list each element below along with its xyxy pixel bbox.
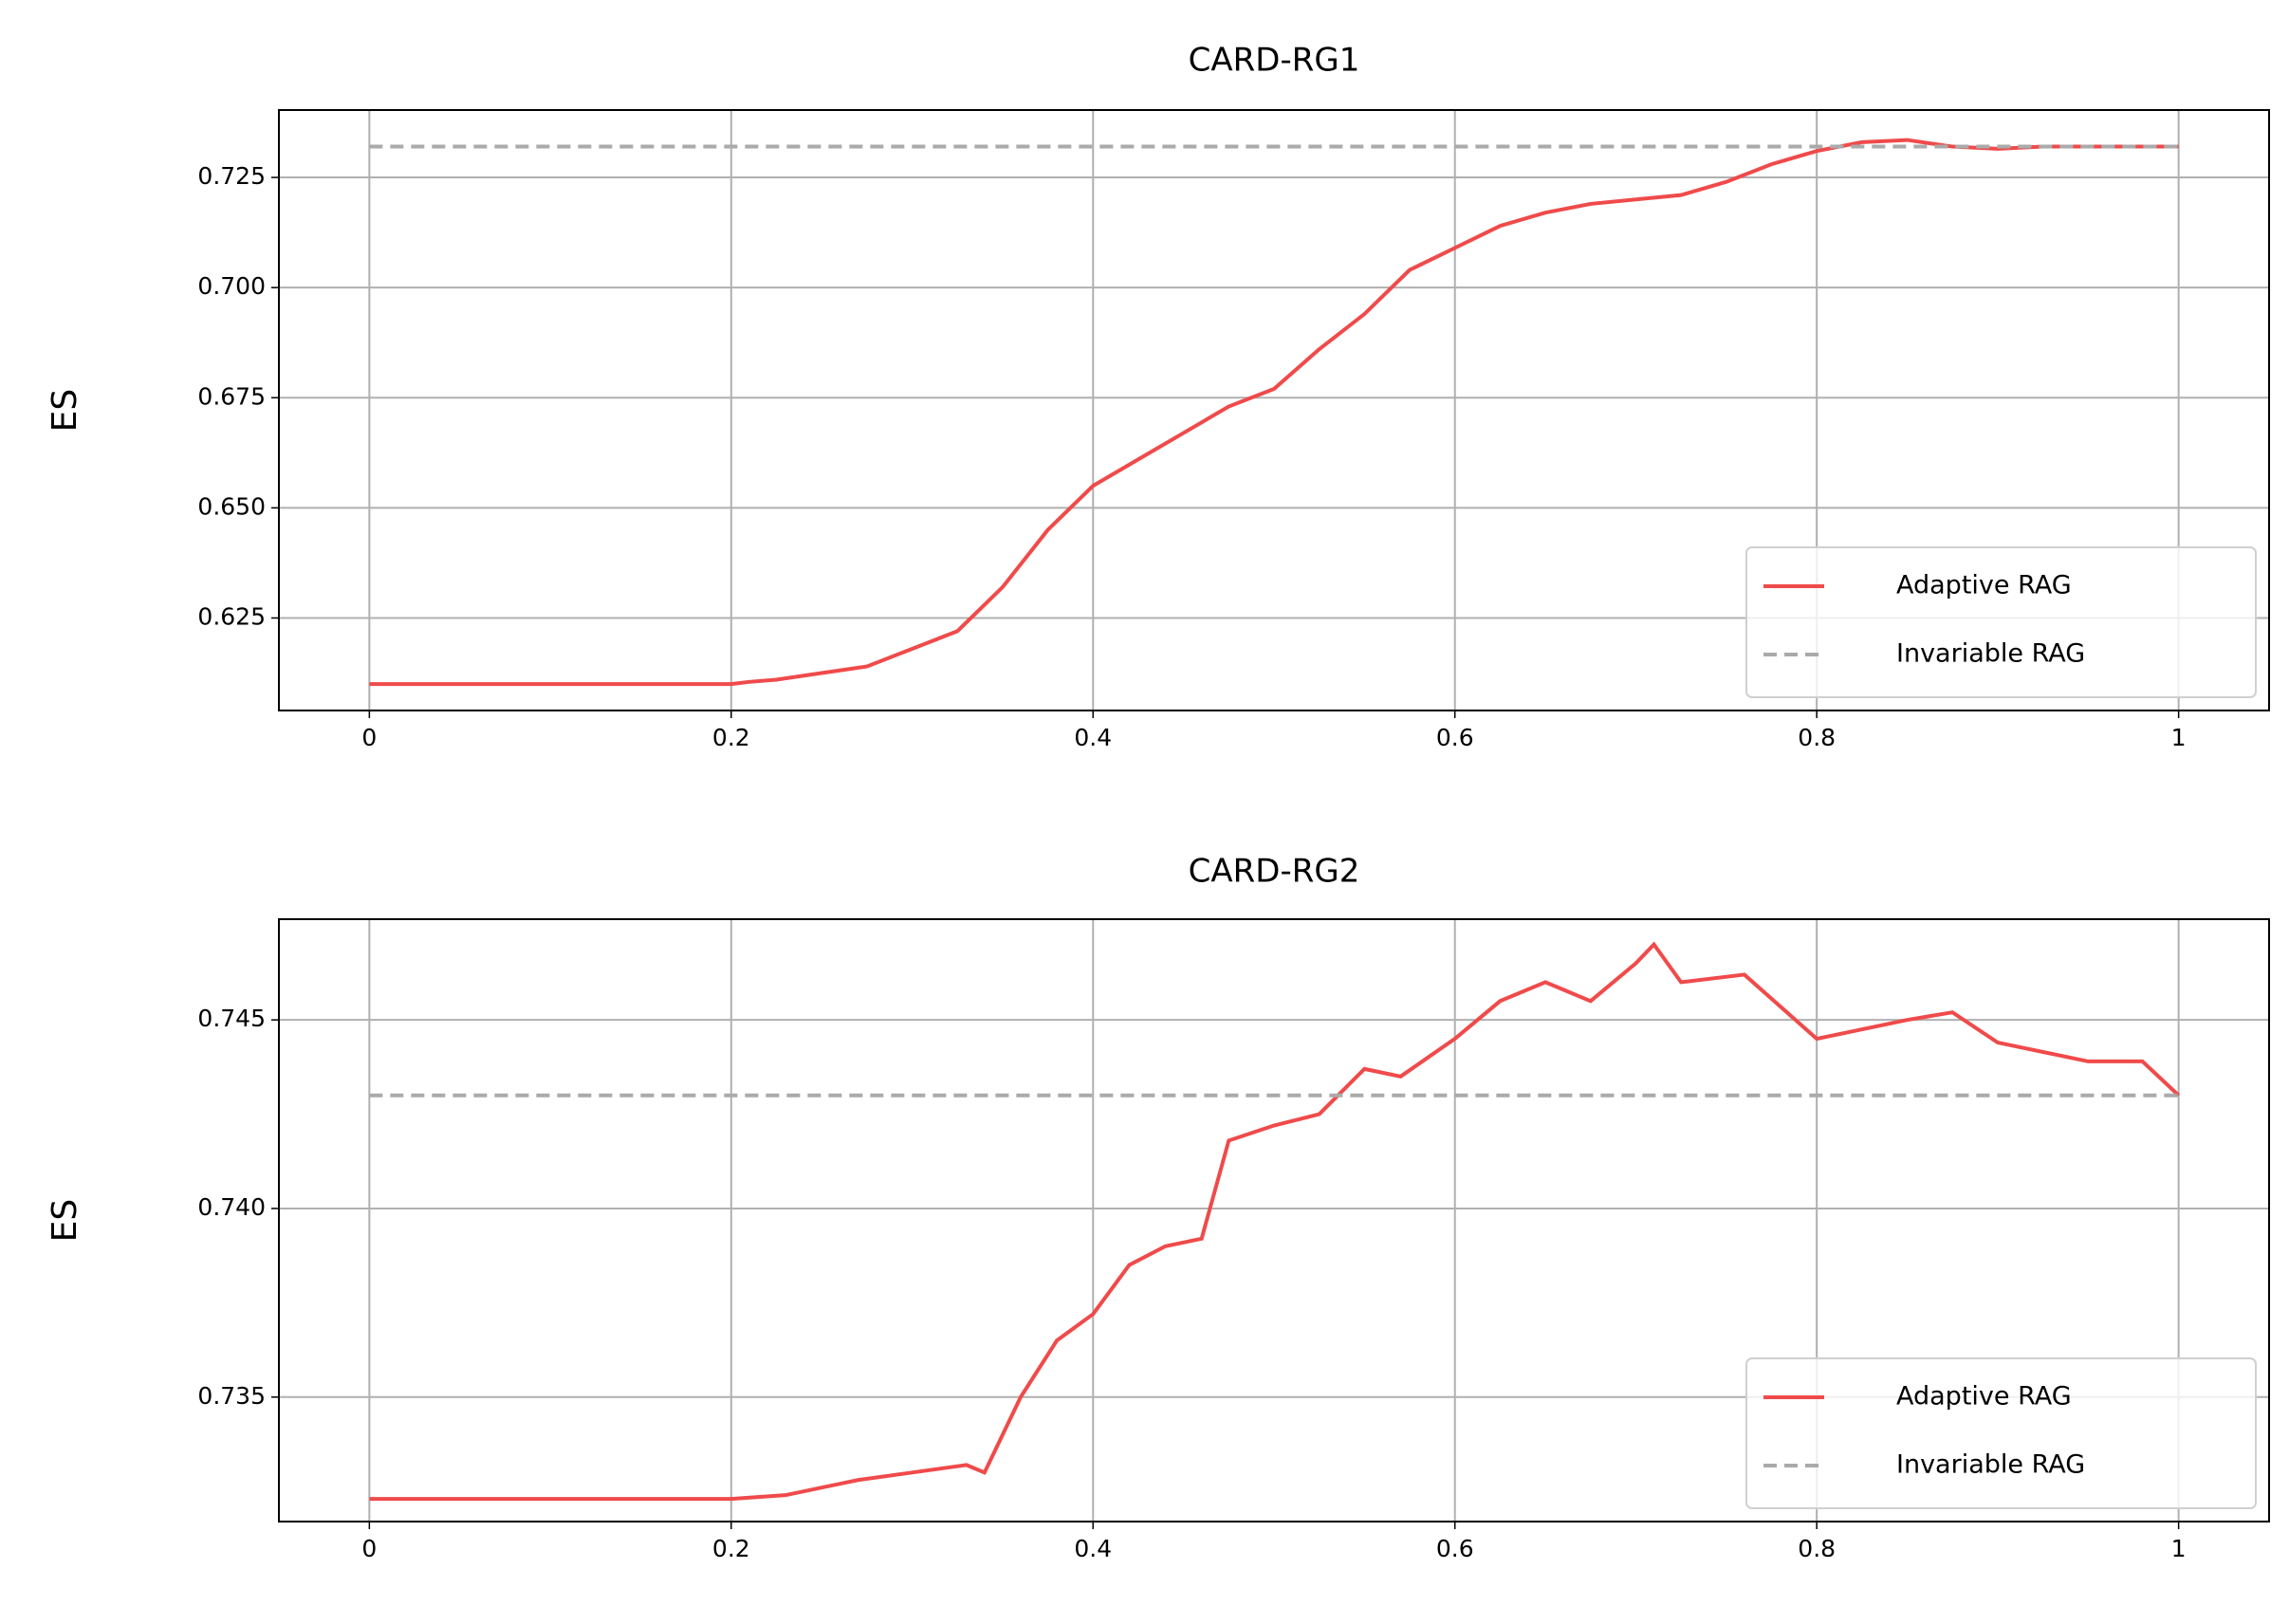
y-tick-label: 0.675 <box>197 382 266 410</box>
x-tick-label: 1 <box>2171 724 2187 751</box>
y-axis-label: ES <box>46 1199 84 1243</box>
plot-frame <box>278 918 2270 1522</box>
y-tick-label: 0.650 <box>197 492 266 520</box>
y-tick-label: 0.700 <box>197 272 266 300</box>
y-tick-label: 0.745 <box>197 1005 266 1032</box>
legend-box <box>1745 1357 2257 1509</box>
x-tick-label: 0.4 <box>1074 724 1112 751</box>
legend-label: Invariable RAG <box>1896 639 2085 669</box>
x-tick-label: 0 <box>361 1535 377 1562</box>
legend: Adaptive RAG Invariable RAG <box>1745 1357 2257 1509</box>
y-tick-label: 0.625 <box>197 602 266 630</box>
chart-title: CARD-RG1 <box>1189 42 1360 80</box>
x-tick-label: 0.2 <box>712 1535 750 1562</box>
legend-box <box>1745 546 2257 698</box>
chart-title: CARD-RG2 <box>1189 853 1360 891</box>
x-tick-label: 0.4 <box>1074 1535 1112 1562</box>
x-tick-label: 1 <box>2171 1535 2187 1562</box>
y-axis-label: ES <box>46 389 84 433</box>
x-tick-label: 0.6 <box>1436 724 1474 751</box>
x-tick-label: 0.2 <box>712 724 750 751</box>
y-tick-label: 0.735 <box>197 1382 266 1410</box>
x-tick-label: 0.8 <box>1798 724 1836 751</box>
legend-label: Adaptive RAG <box>1896 1382 2072 1412</box>
x-tick-label: 0 <box>361 724 377 751</box>
line-series <box>369 138 2179 687</box>
legend: Adaptive RAG Invariable RAG <box>1745 546 2257 698</box>
plot-frame <box>278 109 2270 711</box>
x-tick-label: 0.8 <box>1798 1535 1836 1562</box>
legend-label: Invariable RAG <box>1896 1450 2085 1480</box>
y-tick-label: 0.725 <box>197 162 266 190</box>
legend-label: Adaptive RAG <box>1896 571 2072 600</box>
x-tick-label: 0.6 <box>1436 1535 1474 1562</box>
line-series <box>369 941 2181 1502</box>
y-tick-label: 0.740 <box>197 1193 266 1221</box>
